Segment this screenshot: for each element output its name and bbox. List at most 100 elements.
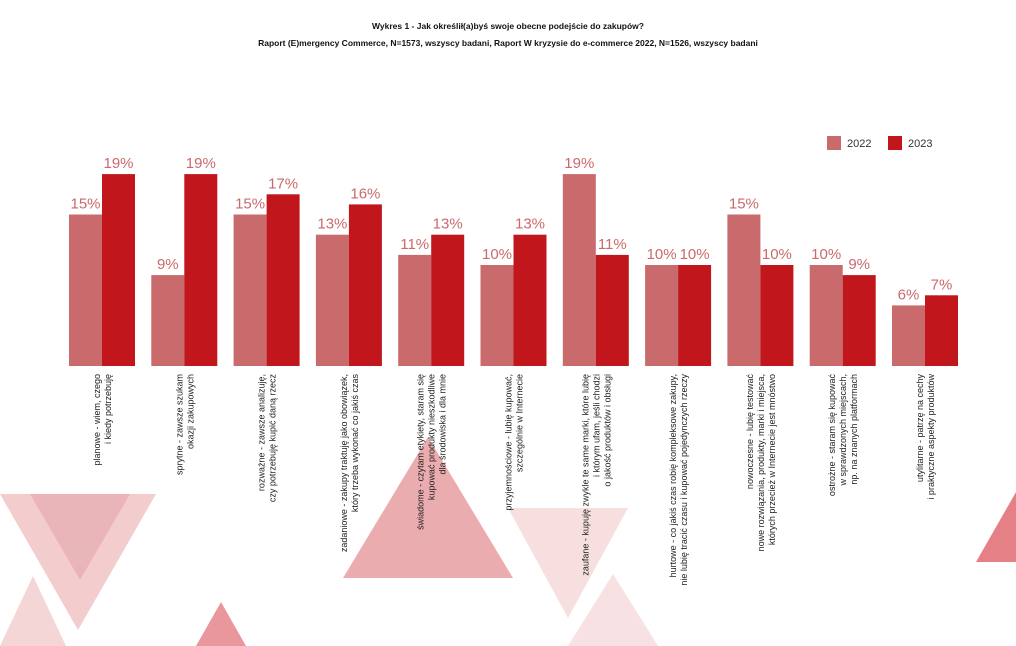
category-label-line: zaufane - kupuję zwykle te same marki, k… — [580, 374, 590, 576]
value-label-2023-7: 10% — [680, 246, 710, 263]
value-label-2022-6: 19% — [564, 155, 594, 172]
category-label-line: okazji zakupowych — [185, 374, 195, 449]
bar-2022-4 — [398, 254, 432, 366]
category-label-line: nowe rozwiązania, produkty, marki i miej… — [756, 374, 766, 551]
category-label-line: o jakość produktów i obsługi — [602, 374, 612, 487]
value-label-2023-1: 19% — [186, 155, 216, 172]
value-label-2022-0: 15% — [70, 196, 100, 213]
value-label-2023-3: 16% — [350, 185, 380, 202]
bar-2023-1 — [184, 174, 218, 366]
bar-2023-10 — [925, 295, 958, 366]
value-label-2023-10: 7% — [931, 276, 953, 293]
bar-2023-4 — [431, 234, 465, 366]
legend-item-2023: 2023 — [888, 136, 932, 150]
bar-2022-7 — [645, 265, 679, 366]
category-label-line: nie lubię tracić czasu i kupować pojedyn… — [679, 374, 689, 586]
legend-swatch-2023 — [888, 136, 902, 150]
decor-triangle — [0, 576, 66, 646]
decor-triangle — [30, 494, 130, 580]
bar-2023-7 — [678, 265, 712, 366]
bar-2023-8 — [760, 265, 794, 366]
value-label-2023-8: 10% — [762, 246, 792, 263]
decor-triangle — [0, 494, 156, 630]
chart-subtitle: Raport (E)mergency Commerce, N=1573, wsz… — [258, 38, 758, 48]
bar-2023-2 — [266, 194, 300, 366]
category-label-line: sprytne - zawsze szukam — [174, 374, 184, 475]
value-label-2022-7: 10% — [647, 246, 677, 263]
category-label-line: i kiedy potrzebuję — [103, 374, 113, 444]
bar-2022-9 — [809, 265, 843, 366]
category-label-1: sprytne - zawsze szukam okazji zakupowych — [174, 374, 195, 475]
category-label-line: nowoczesne - lubię testować — [745, 374, 755, 490]
category-label-line: w sprawdzonych miejscach, — [838, 374, 848, 487]
bar-2022-1 — [151, 275, 185, 366]
category-label-6: zaufane - kupuję zwykle te same marki, k… — [580, 374, 612, 576]
category-label-10: utylitarne - patrzę na cechy i praktyczne… — [915, 374, 936, 500]
category-label-7: hurtowe - co jakiś czas robię kompleksow… — [668, 374, 689, 586]
legend-label-2023: 2023 — [908, 138, 933, 150]
category-label-line: utylitarne - patrzę na cechy — [915, 374, 925, 483]
category-label-3: zadaniowe - zakupy traktuję jako obowiąz… — [339, 374, 360, 553]
category-label-line: który trzeba wykonać co jakiś czas — [350, 374, 360, 513]
bar-2023-9 — [842, 275, 876, 366]
category-label-2: rozważne - zawsze analizuję, czy potrzebu… — [257, 374, 278, 503]
bar-2022-6 — [562, 174, 596, 366]
bar-2022-8 — [727, 214, 761, 366]
decor-triangle — [196, 602, 246, 646]
category-label-line: np. na znanych platformach — [849, 374, 859, 485]
chart-title: Wykres 1 - Jak określił(a)byś swoje obec… — [372, 21, 644, 31]
category-label-line: świadome - czytam etykiety, staram się — [416, 374, 426, 530]
category-label-9: ostrożne - staram się kupować w sprawdzon… — [827, 374, 859, 497]
legend-swatch-2022 — [827, 136, 841, 150]
category-label-line: czy potrzebuję kupić daną rzecz — [268, 374, 278, 503]
category-label-5: przyjemnościowe - lubię kupować, szczegól… — [504, 374, 525, 511]
category-label-line: przyjemnościowe - lubię kupować, — [504, 374, 514, 511]
bar-2022-5 — [480, 265, 514, 366]
value-label-2022-10: 6% — [898, 286, 920, 303]
bar-2022-10 — [892, 305, 925, 366]
category-label-line: i którym ufam, jeśli chodzi — [591, 374, 601, 477]
category-label-line: ostrożne - staram się kupować — [827, 374, 837, 497]
bar-2023-6 — [595, 254, 629, 366]
decor-triangle — [508, 508, 628, 618]
bar-2022-2 — [233, 214, 267, 366]
bar-2022-0 — [69, 214, 102, 366]
value-label-2023-2: 17% — [268, 175, 298, 192]
bar-2023-5 — [513, 234, 547, 366]
decor-triangle — [568, 574, 658, 646]
legend-item-2022: 2022 — [827, 136, 871, 150]
category-label-line: kupować produkty nieszkodliwe — [427, 374, 437, 500]
value-label-2023-0: 19% — [103, 155, 133, 172]
value-label-2023-4: 13% — [433, 216, 463, 233]
value-label-2022-5: 10% — [482, 246, 512, 263]
category-label-line: i praktyczne aspekty produktów — [926, 374, 936, 500]
value-label-2022-1: 9% — [157, 256, 179, 273]
category-label-line: szczególnie w Internecie — [515, 374, 525, 472]
value-label-2022-3: 13% — [317, 216, 347, 233]
category-label-line: rozważne - zawsze analizuję, — [257, 374, 267, 491]
value-label-2022-8: 15% — [729, 196, 759, 213]
value-label-2022-4: 11% — [400, 236, 429, 253]
category-label-8: nowoczesne - lubię testować nowe rozwiąza… — [745, 374, 777, 552]
bar-2022-3 — [315, 234, 349, 366]
value-label-2023-6: 11% — [598, 236, 627, 253]
value-label-2023-5: 13% — [515, 216, 545, 233]
value-label-2022-9: 10% — [811, 246, 841, 263]
legend-label-2022: 2022 — [847, 138, 872, 150]
decor-triangle — [343, 437, 513, 578]
category-label-line: planowe - wiem, czego — [92, 374, 102, 466]
value-label-2022-2: 15% — [235, 196, 265, 213]
category-label-line: hurtowe - co jakiś czas robię kompleksow… — [668, 374, 678, 577]
bar-2023-3 — [348, 204, 382, 366]
category-label-4: świadome - czytam etykiety, staram się ku… — [416, 374, 448, 530]
value-label-2023-9: 9% — [848, 256, 870, 273]
category-label-line: zadaniowe - zakupy traktuję jako obowiąz… — [339, 374, 349, 552]
category-label-line: których przecież w Internecie jest mnóst… — [767, 374, 777, 545]
category-label-0: planowe - wiem, czego i kiedy potrzebuję — [92, 374, 113, 466]
category-label-line: dla środowiska i dla mnie — [438, 374, 448, 475]
decor-triangle — [976, 492, 1016, 562]
bar-2023-0 — [102, 174, 135, 366]
